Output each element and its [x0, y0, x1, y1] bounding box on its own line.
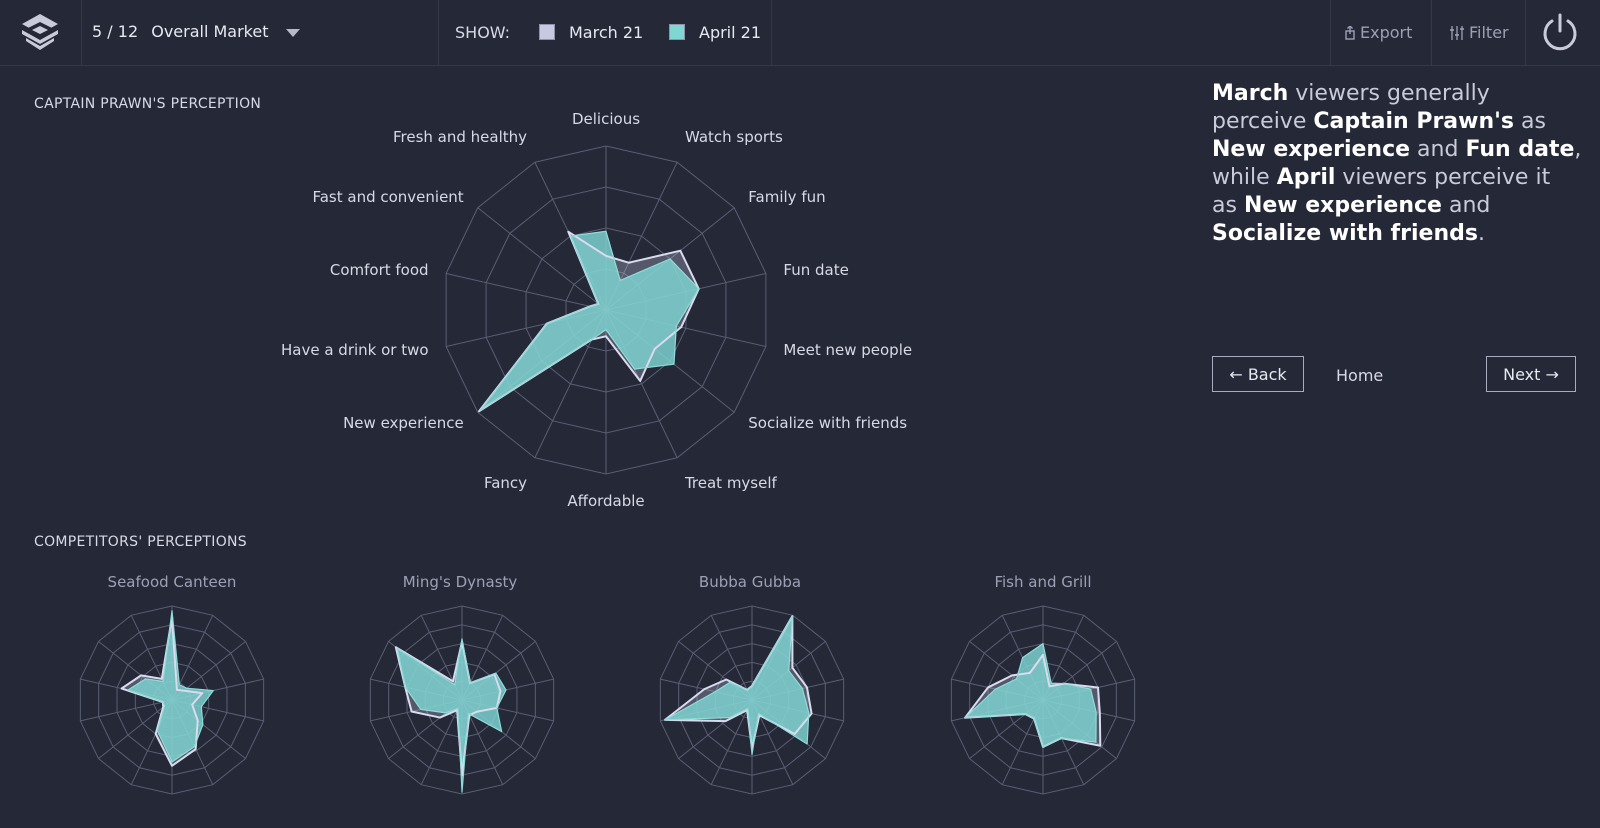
page-total: 12 — [117, 22, 139, 41]
series-march-outline — [394, 640, 502, 777]
page-selector[interactable]: 5 / 12 Overall Market — [92, 22, 300, 41]
insight-highlight: Socialize with friends — [1212, 221, 1478, 246]
axis-label: Fancy — [483, 473, 528, 492]
radar-grid-spoke — [446, 273, 607, 311]
axis-label: Have a drink or two — [281, 341, 429, 360]
radar-grid-spoke — [420, 699, 463, 785]
axis-label: Watch sports — [684, 128, 783, 147]
axis-label: New experience — [343, 414, 464, 433]
app-logo-icon[interactable] — [18, 12, 62, 52]
section-title-main: CAPTAIN PRAWN'S PERCEPTION — [34, 96, 262, 112]
divider — [1330, 0, 1331, 65]
march-swatch-icon — [539, 24, 555, 40]
page-current: 5 — [92, 22, 103, 41]
legend-toggle-march[interactable]: March 21 — [539, 23, 643, 42]
series-march-outline — [120, 616, 204, 767]
series-april-outline — [479, 230, 700, 411]
axis-label: Fun date — [783, 260, 849, 279]
export-button[interactable]: Export — [1344, 23, 1412, 42]
next-button[interactable]: Next → — [1486, 356, 1576, 392]
series-april-outline — [396, 638, 507, 793]
filter-label: Filter — [1469, 23, 1509, 42]
series-april-outline — [664, 615, 810, 756]
divider — [81, 0, 82, 65]
back-button[interactable]: ← Back — [1212, 356, 1304, 392]
insight-text-part: and — [1441, 193, 1491, 218]
axis-label: Socialize with friends — [748, 414, 908, 433]
insight-text-part: , while — [1212, 137, 1582, 190]
market-name: Overall Market — [151, 22, 269, 41]
legend-toggle-april[interactable]: April 21 — [669, 23, 761, 42]
radar-grid-spoke — [477, 207, 607, 311]
series-april-area — [965, 643, 1097, 747]
insight-highlight: March — [1212, 81, 1289, 106]
axis-label: Family fun — [748, 187, 826, 206]
series-april-outline — [964, 642, 1097, 748]
page-slash: / — [107, 22, 118, 41]
legend-label-april: April 21 — [699, 23, 762, 42]
insight-highlight: April — [1276, 165, 1336, 190]
divider — [1431, 0, 1432, 65]
competitor-title: Bubba Gubba — [698, 573, 802, 591]
series-april-area — [480, 231, 699, 411]
insight-highlight: Fun date — [1465, 137, 1575, 162]
top-bar: 5 / 12 Overall Market SHOW: March 21 Apr… — [0, 0, 1600, 66]
series-april-area — [397, 638, 506, 793]
series-april-outline — [127, 610, 214, 763]
insight-text-part: and — [1410, 137, 1466, 162]
power-icon[interactable] — [1540, 12, 1580, 52]
axis-label: Treat myself — [684, 473, 777, 492]
sliders-icon — [1450, 26, 1464, 40]
axis-label: Delicious — [571, 110, 641, 128]
insight-text-part: . — [1477, 221, 1485, 246]
competitor-title: Seafood Canteen — [107, 573, 237, 591]
show-label: SHOW: — [455, 23, 511, 42]
insight-highlight: Captain Prawn's — [1313, 109, 1514, 134]
section-title-competitors: COMPETITORS' PERCEPTIONS — [34, 534, 247, 550]
axis-label: Comfort food — [329, 260, 429, 279]
insight-text: March viewers generally perceive Captain… — [1212, 80, 1582, 248]
april-swatch-icon — [669, 24, 685, 40]
radar-grid-spoke — [98, 699, 173, 759]
axis-label: Meet new people — [783, 341, 913, 360]
insight-highlight: New experience — [1243, 193, 1442, 218]
divider — [1525, 0, 1526, 65]
axis-label: Affordable — [567, 492, 645, 510]
legend-label-march: March 21 — [569, 23, 644, 42]
axis-label: Fast and convenient — [312, 187, 464, 206]
export-icon — [1345, 25, 1355, 40]
insight-text-part: as — [1513, 109, 1546, 134]
radar-grid-spoke — [80, 699, 173, 722]
competitor-title: Fish and Grill — [994, 573, 1092, 591]
home-link[interactable]: Home — [1336, 366, 1384, 385]
insight-text-part: viewers generally perceive — [1212, 81, 1490, 134]
chevron-down-icon[interactable] — [285, 28, 300, 37]
divider — [438, 0, 439, 65]
competitor-title: Ming's Dynasty — [402, 573, 518, 591]
insight-highlight: New experience — [1212, 137, 1411, 162]
insight-text-part: viewers perceive it as — [1212, 165, 1551, 218]
series-april-area — [128, 610, 214, 763]
divider — [771, 0, 772, 65]
radar-grid-spoke — [710, 699, 753, 785]
filter-button[interactable]: Filter — [1449, 23, 1509, 42]
export-label: Export — [1360, 23, 1413, 42]
axis-label: Fresh and healthy — [392, 128, 528, 147]
radar-grid-spoke — [710, 615, 753, 701]
